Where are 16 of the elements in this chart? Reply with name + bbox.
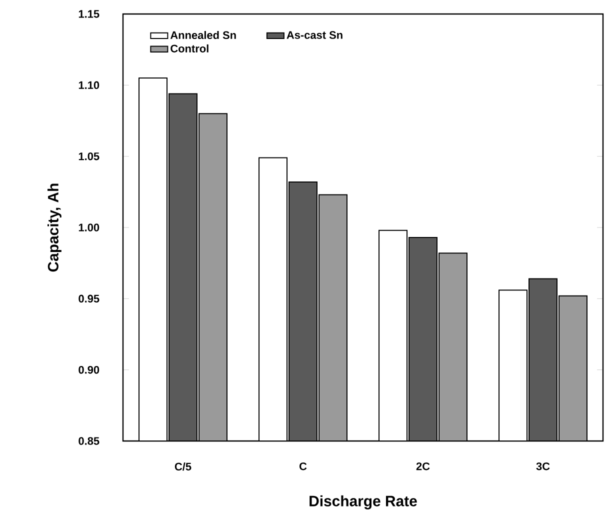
x-axis-title: Discharge Rate xyxy=(310,495,417,510)
x-tick-label: C/5 xyxy=(174,462,192,471)
y-tick-label: 0.90 xyxy=(78,366,100,374)
x-tick-label: 3C xyxy=(536,462,550,470)
y-tick-label: 0.95 xyxy=(78,294,100,303)
y-tick-label: 1.05 xyxy=(78,152,100,160)
x-tick-label: 2C xyxy=(416,462,430,470)
legend-label: As-cast Sn xyxy=(286,31,342,39)
y-tick-label: 0.85 xyxy=(78,437,100,445)
legend-label: Control xyxy=(170,44,208,52)
y-tick-label: 1.15 xyxy=(78,10,100,18)
legend-label: Annealed Sn xyxy=(170,30,236,40)
x-tick-label: C xyxy=(300,462,307,470)
y-axis-title: Capacity, Ah xyxy=(47,184,62,272)
y-tick-label: 1.00 xyxy=(78,224,100,232)
y-tick-label: 1.10 xyxy=(78,81,100,90)
